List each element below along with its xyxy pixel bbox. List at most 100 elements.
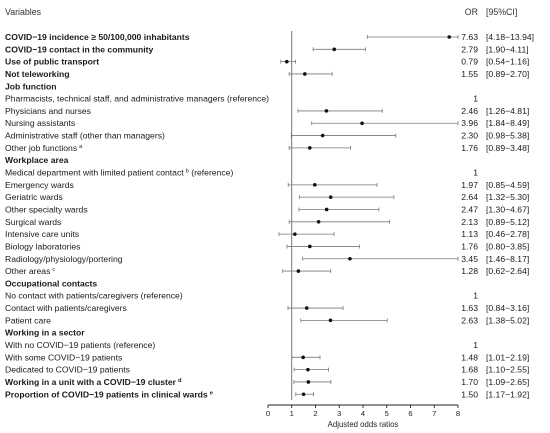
point-estimate bbox=[306, 367, 310, 372]
x-axis: 0 1 2 3 4 5 6 7 8 bbox=[266, 404, 460, 418]
row-label-text: Intensive care units bbox=[5, 229, 79, 239]
point-estimate bbox=[296, 269, 301, 273]
row-label: Emergency wards bbox=[5, 180, 74, 190]
ci-value: [0.89−3.48] bbox=[486, 143, 529, 153]
or-value: 1.76 bbox=[461, 241, 478, 251]
row-label-text: Pharmacists, technical staff, and admini… bbox=[5, 94, 269, 104]
row-label-text: Nursing assistants bbox=[5, 118, 75, 128]
or-value: 2.13 bbox=[461, 217, 478, 227]
x-tick-label: 7 bbox=[432, 409, 436, 418]
row-label-text: Radiology/physiology/portering bbox=[5, 254, 123, 264]
or-value: 1 bbox=[473, 340, 478, 350]
ci-value: [0.84−3.16] bbox=[486, 303, 529, 313]
row-label-text: COVID−19 incidence ≥ 50/100,000 inhabita… bbox=[5, 32, 190, 42]
or-value: 2.64 bbox=[461, 192, 478, 202]
row-label-text: Use of public transport bbox=[5, 57, 99, 67]
point-estimate bbox=[324, 109, 329, 113]
row-label-text: Surgical wards bbox=[5, 217, 61, 227]
or-value: 1 bbox=[473, 168, 478, 178]
point-estimate bbox=[312, 183, 317, 187]
row-label: Workplace area bbox=[5, 155, 69, 165]
x-tick-label: 2 bbox=[313, 409, 317, 418]
or-value: 1 bbox=[473, 94, 478, 104]
row-label: Pharmacists, technical staff, and admini… bbox=[5, 94, 269, 104]
rows: COVID−19 incidence ≥ 50/100,000 inhabita… bbox=[5, 32, 534, 399]
row-label: Working in a sector bbox=[5, 328, 85, 338]
row-label-text: Physicians and nurses bbox=[5, 106, 91, 116]
row-label: Medical department with limited patient … bbox=[5, 168, 233, 178]
x-tick-label: 4 bbox=[361, 409, 365, 418]
row-label: Occupational contacts bbox=[5, 278, 97, 288]
or-value: 2.47 bbox=[461, 204, 478, 214]
or-value: 1.48 bbox=[461, 352, 478, 362]
row-label: Use of public transport bbox=[5, 57, 99, 67]
ci-value: [0.98−5.38] bbox=[486, 131, 529, 141]
row-label-text: Job function bbox=[5, 81, 57, 91]
row-label-suffix: (reference) bbox=[189, 168, 234, 178]
x-axis-label: Adjusted odds ratios bbox=[328, 420, 399, 429]
or-value: 1.70 bbox=[461, 377, 478, 387]
row-label-text: COVID−19 contact in the community bbox=[5, 44, 153, 54]
ci-value: [1.46−8.17] bbox=[486, 254, 529, 264]
point-estimate bbox=[308, 244, 312, 249]
row-label: Patient care bbox=[5, 315, 51, 325]
or-value: 0.79 bbox=[461, 57, 478, 67]
ci-value: [0.54−1.16] bbox=[486, 57, 529, 67]
row-label: Geriatric wards bbox=[5, 192, 63, 202]
point-estimate bbox=[303, 72, 307, 76]
ci-value: [1.26−4.81] bbox=[486, 106, 529, 116]
row-label-text: With some COVID−19 patients bbox=[5, 352, 122, 362]
row-label-text: Not teleworking bbox=[5, 69, 69, 79]
ci-value: [1.38−5.02] bbox=[486, 315, 529, 325]
row-label: Other areas c bbox=[5, 266, 55, 276]
point-estimate bbox=[447, 35, 452, 39]
footnote-marker: b bbox=[186, 169, 189, 175]
row-label-text: Proportion of COVID−19 patients in clini… bbox=[5, 389, 208, 399]
point-estimate bbox=[301, 355, 305, 360]
point-estimate bbox=[301, 392, 306, 397]
point-estimate bbox=[304, 306, 309, 310]
or-value: 3.45 bbox=[461, 254, 478, 264]
point-estimate bbox=[284, 59, 289, 64]
or-value: 1.55 bbox=[461, 69, 478, 79]
or-value: 2.63 bbox=[461, 315, 478, 325]
ci-value: [1.30−4.67] bbox=[486, 204, 529, 214]
ci-value: [1.90−4.11] bbox=[486, 44, 529, 54]
row-label: Intensive care units bbox=[5, 229, 79, 239]
ci-value: [1.10−2.55] bbox=[486, 365, 529, 375]
point-estimate bbox=[306, 380, 311, 384]
row-label: Other specialty wards bbox=[5, 204, 88, 214]
point-estimate bbox=[293, 232, 297, 236]
row-label: Dedicated to COVID−19 patients bbox=[5, 365, 130, 375]
row-label-text: With no COVID−19 patients (reference) bbox=[5, 340, 155, 350]
or-value: 3.96 bbox=[461, 118, 478, 128]
row-label: Not teleworking bbox=[5, 69, 69, 79]
row-label-text: Other job functions bbox=[5, 143, 77, 153]
row-label: Biology laboratories bbox=[5, 241, 80, 251]
row-label-text: Contact with patients/caregivers bbox=[5, 303, 127, 313]
row-label-text: Occupational contacts bbox=[5, 278, 97, 288]
row-label-text: Administrative staff (other than manager… bbox=[5, 131, 165, 141]
header-or: OR bbox=[465, 7, 478, 17]
row-label: Other job functions a bbox=[5, 143, 83, 153]
point-estimate bbox=[320, 133, 325, 138]
ci-value: [0.89−5.12] bbox=[486, 217, 529, 227]
point-estimate bbox=[328, 195, 333, 199]
row-label: Nursing assistants bbox=[5, 118, 75, 128]
row-label: COVID−19 incidence ≥ 50/100,000 inhabita… bbox=[5, 32, 190, 42]
ci-value: [0.46−2.78] bbox=[486, 229, 529, 239]
or-value: 1.13 bbox=[461, 229, 478, 239]
ci-value: [4.18−13.94] bbox=[486, 32, 534, 42]
point-estimate bbox=[324, 207, 329, 212]
x-tick-label: 3 bbox=[337, 409, 341, 418]
row-label: Surgical wards bbox=[5, 217, 61, 227]
ci-value: [1.09−2.65] bbox=[486, 377, 529, 387]
header-ci: [95%CI] bbox=[486, 7, 517, 17]
row-label: Radiology/physiology/portering bbox=[5, 254, 123, 264]
row-label: With some COVID−19 patients bbox=[5, 352, 122, 362]
ci-value: [0.80−3.85] bbox=[486, 241, 529, 251]
row-label: Job function bbox=[5, 81, 57, 91]
point-estimate bbox=[308, 146, 312, 150]
point-estimate bbox=[348, 256, 352, 261]
ci-value: [0.85−4.59] bbox=[486, 180, 529, 190]
